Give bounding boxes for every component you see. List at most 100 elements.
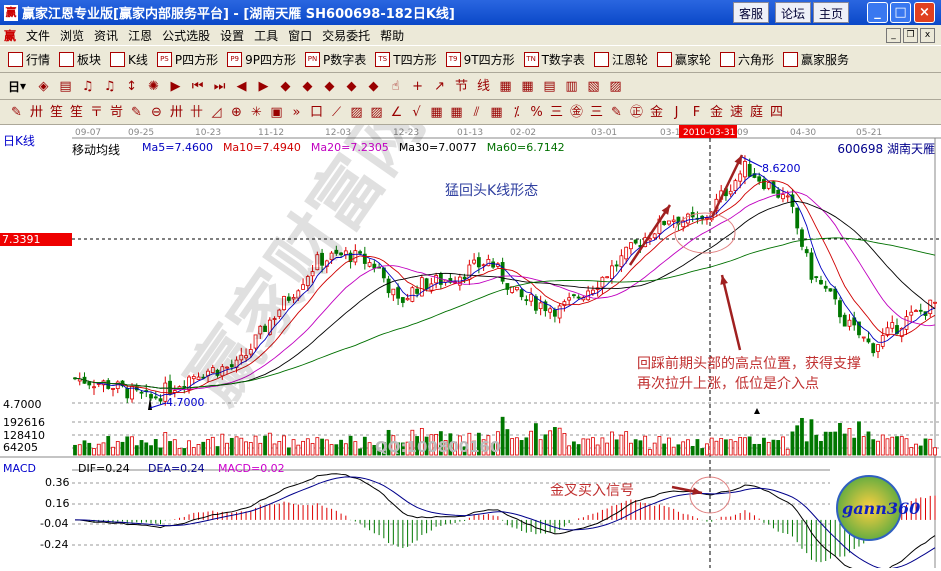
menu-item[interactable]: 浏览 bbox=[60, 28, 85, 43]
tool-icon[interactable]: ✺ bbox=[148, 78, 159, 94]
tool-icon[interactable]: 节 bbox=[455, 78, 469, 94]
tool-icon[interactable]: ♫ bbox=[103, 78, 116, 94]
draw-tool-icon[interactable]: ▦ bbox=[450, 104, 463, 120]
toolbar-item[interactable]: PS P四方形 bbox=[156, 51, 218, 68]
toolbar-item[interactable]: 板块 bbox=[59, 51, 101, 68]
tool-icon[interactable]: ◆ bbox=[324, 78, 335, 94]
toolbar-item[interactable]: T9 9T四方形 bbox=[445, 51, 515, 68]
draw-tool-icon[interactable]: 岢 bbox=[109, 104, 123, 120]
toolbar-item[interactable]: 赢家服务 bbox=[782, 51, 849, 68]
draw-tool-icon[interactable]: ✎ bbox=[611, 104, 622, 120]
draw-tool-icon[interactable]: F bbox=[692, 104, 701, 120]
maximize-icon[interactable]: □ bbox=[890, 2, 911, 23]
draw-tool-icon[interactable]: J bbox=[674, 104, 679, 120]
draw-tool-icon[interactable]: 笙 bbox=[69, 104, 83, 120]
close-icon[interactable]: × bbox=[914, 2, 935, 23]
draw-tool-icon[interactable]: 卅 bbox=[29, 104, 43, 120]
toolbar-item[interactable]: TN T数字表 bbox=[523, 51, 585, 68]
draw-tool-icon[interactable]: 金 bbox=[649, 104, 663, 120]
toolbar-item[interactable]: 江恩轮 bbox=[593, 51, 648, 68]
tool-icon[interactable]: ▤ bbox=[59, 78, 72, 94]
draw-tool-icon[interactable]: ∠ bbox=[390, 104, 403, 120]
draw-tool-icon[interactable]: ⁒ bbox=[513, 104, 520, 120]
draw-tool-icon[interactable]: 〒 bbox=[89, 104, 103, 120]
draw-tool-icon[interactable]: ◿ bbox=[211, 104, 222, 120]
draw-tool-icon[interactable]: ✳ bbox=[251, 104, 262, 120]
tool-icon[interactable]: ◆ bbox=[302, 78, 313, 94]
tool-icon[interactable]: ▨ bbox=[609, 78, 622, 94]
toolbar-item[interactable]: P9 9P四方形 bbox=[227, 51, 296, 68]
tool-icon[interactable]: 线 bbox=[477, 78, 491, 94]
forum-button[interactable]: 论坛 bbox=[775, 2, 812, 23]
kline-chart[interactable]: 09-07 09-25 10-23 11-12 12-03 12-23 01-13 02-02… bbox=[0, 84, 941, 571]
menu-item[interactable]: 交易委托 bbox=[322, 28, 371, 43]
draw-tool-icon[interactable]: 四 bbox=[769, 104, 783, 120]
draw-tool-icon[interactable]: 速 bbox=[729, 104, 743, 120]
menu-item[interactable]: 资讯 bbox=[94, 28, 119, 43]
mdi-close-icon[interactable]: x bbox=[920, 28, 935, 43]
menu-item[interactable]: 工具 bbox=[254, 28, 279, 43]
mdi-restore-icon[interactable]: ❐ bbox=[903, 28, 918, 43]
draw-tool-icon[interactable]: ✎ bbox=[131, 104, 142, 120]
tool-icon[interactable]: + bbox=[412, 78, 423, 94]
tool-icon[interactable]: ☝ bbox=[391, 78, 400, 94]
menu-item[interactable]: 设置 bbox=[220, 28, 245, 43]
tool-icon[interactable]: ◆ bbox=[368, 78, 379, 94]
draw-tool-icon[interactable]: 卅 bbox=[169, 104, 183, 120]
draw-tool-icon[interactable]: ▨ bbox=[350, 104, 363, 120]
tool-icon[interactable]: ⏭ bbox=[213, 78, 226, 94]
draw-tool-icon[interactable]: ⊖ bbox=[151, 104, 162, 120]
homepage-button[interactable]: 主页 bbox=[813, 2, 850, 23]
chart-canvas[interactable]: 09-07 09-25 10-23 11-12 12-03 12-23 01-13 02-02… bbox=[0, 84, 941, 571]
tool-icon[interactable]: ◈ bbox=[38, 78, 49, 94]
toolbar-item[interactable]: 六角形 bbox=[719, 51, 774, 68]
draw-tool-icon[interactable]: ⟋ bbox=[331, 104, 342, 120]
tool-icon[interactable]: ⏮ bbox=[191, 78, 204, 94]
draw-tool-icon[interactable]: ㊎ bbox=[569, 104, 583, 120]
toolbar-item[interactable]: 行情 bbox=[8, 51, 50, 68]
toolbar-item[interactable]: K线 bbox=[110, 51, 148, 68]
draw-tool-icon[interactable]: ▦ bbox=[430, 104, 443, 120]
toolbar-item[interactable]: PN P数字表 bbox=[305, 51, 366, 68]
draw-tool-icon[interactable]: ✎ bbox=[11, 104, 22, 120]
tool-icon[interactable]: ▥ bbox=[565, 78, 578, 94]
menu-item[interactable]: 窗口 bbox=[288, 28, 313, 43]
draw-tool-icon[interactable]: 笙 bbox=[49, 104, 63, 120]
menu-item[interactable]: 公式选股 bbox=[162, 28, 211, 43]
tool-icon[interactable]: ↕ bbox=[126, 78, 137, 94]
tool-icon[interactable]: ▧ bbox=[587, 78, 600, 94]
draw-tool-icon[interactable]: √ bbox=[412, 104, 421, 120]
mdi-minimize-icon[interactable]: _ bbox=[886, 28, 901, 43]
period-select[interactable]: 日 ▾ bbox=[8, 79, 27, 94]
draw-tool-icon[interactable]: ㊣ bbox=[629, 104, 643, 120]
tool-icon[interactable]: ▦ bbox=[499, 78, 512, 94]
menu-item[interactable]: 文件 bbox=[26, 28, 51, 43]
draw-tool-icon[interactable]: ⫽ bbox=[473, 104, 480, 120]
menu-item[interactable]: 江恩 bbox=[128, 28, 153, 43]
tool-icon[interactable]: ▦ bbox=[521, 78, 534, 94]
draw-tool-icon[interactable]: » bbox=[292, 104, 301, 120]
draw-tool-icon[interactable]: ▨ bbox=[370, 104, 383, 120]
tool-icon[interactable]: ▶ bbox=[170, 78, 181, 94]
tool-icon[interactable]: ◆ bbox=[280, 78, 291, 94]
draw-tool-icon[interactable]: 庭 bbox=[749, 104, 763, 120]
draw-tool-icon[interactable]: 三 bbox=[549, 104, 563, 120]
draw-tool-icon[interactable]: ▦ bbox=[490, 104, 503, 120]
minimize-icon[interactable]: _ bbox=[867, 2, 888, 23]
draw-tool-icon[interactable]: 口 bbox=[309, 104, 323, 120]
draw-tool-icon[interactable]: % bbox=[530, 104, 543, 120]
draw-tool-icon[interactable]: 金 bbox=[709, 104, 723, 120]
draw-tool-icon[interactable]: ⊕ bbox=[231, 104, 242, 120]
draw-tool-icon[interactable]: ▣ bbox=[270, 104, 283, 120]
draw-tool-icon[interactable]: 卄 bbox=[189, 104, 203, 120]
toolbar-item[interactable]: 赢家轮 bbox=[656, 51, 711, 68]
draw-tool-icon[interactable]: 三 bbox=[589, 104, 603, 120]
tool-icon[interactable]: ♫ bbox=[81, 78, 94, 94]
tool-icon[interactable]: ◆ bbox=[346, 78, 357, 94]
tool-icon[interactable]: ◀ bbox=[236, 78, 247, 94]
menu-item[interactable]: 帮助 bbox=[380, 28, 405, 43]
tool-icon[interactable]: ↗ bbox=[434, 78, 445, 94]
service-button[interactable]: 客服 bbox=[733, 2, 770, 23]
toolbar-item[interactable]: TS T四方形 bbox=[375, 51, 437, 68]
tool-icon[interactable]: ▤ bbox=[543, 78, 556, 94]
